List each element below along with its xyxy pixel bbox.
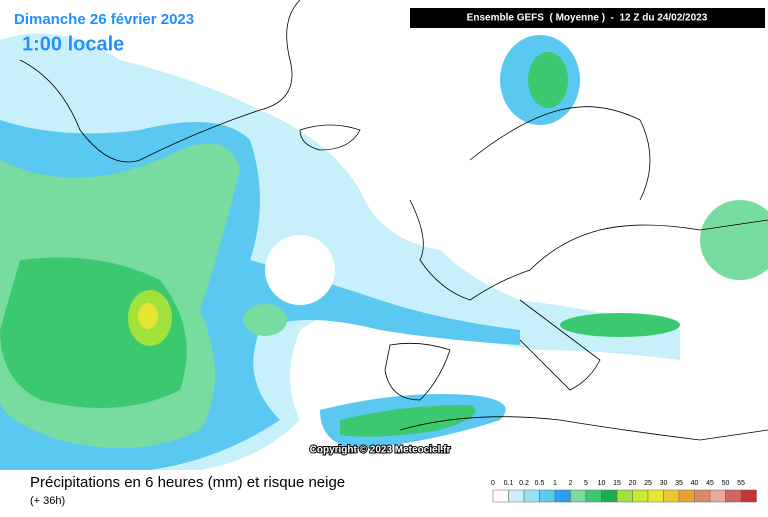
- legend-label: 0: [491, 480, 495, 487]
- legend-label: 15: [613, 480, 621, 487]
- legend-swatch: [554, 489, 571, 503]
- legend-label: 35: [675, 480, 683, 487]
- legend-label: 50: [722, 480, 730, 487]
- legend-swatch: [539, 489, 556, 503]
- legend-swatch: [508, 489, 525, 503]
- legend-label: 25: [644, 480, 652, 487]
- legend-swatch: [663, 489, 680, 503]
- legend-swatch: [523, 489, 540, 503]
- model-banner: [410, 8, 765, 28]
- caption: Précipitations en 6 heures (mm) et risqu…: [30, 474, 345, 491]
- legend-label: 0.1: [504, 480, 514, 487]
- legend-label: 10: [598, 480, 606, 487]
- legend-swatch: [647, 489, 664, 503]
- legend-swatch: [678, 489, 695, 503]
- legend-label: 5: [584, 480, 588, 487]
- legend-label: 20: [629, 480, 637, 487]
- legend: 0 0.1 0.2 0.5 1 2 5 10 15 20 25 30 35 40 45 50 55: [491, 480, 757, 503]
- legend-label: 1: [553, 480, 557, 487]
- legend-label: 40: [691, 480, 699, 487]
- legend-label: 55: [737, 480, 745, 487]
- legend-label: 45: [706, 480, 714, 487]
- legend-swatch: [632, 489, 649, 503]
- legend-swatch: [740, 489, 757, 503]
- legend-label: 2: [569, 480, 573, 487]
- legend-swatch: [694, 489, 711, 503]
- legend-swatch: [616, 489, 633, 503]
- legend-swatch: [492, 489, 509, 503]
- legend-swatch: [601, 489, 618, 503]
- local-time: 1:00 locale: [22, 33, 124, 55]
- legend-label: 0.5: [535, 480, 545, 487]
- legend-swatch: [709, 489, 726, 503]
- map: [0, 0, 768, 470]
- legend-swatch: [725, 489, 742, 503]
- copyright: Copyright © 2023 Meteociel.fr: [310, 445, 451, 456]
- legend-swatch: [585, 489, 602, 503]
- date-title: Dimanche 26 février 2023: [14, 11, 194, 28]
- model-info: Ensemble GEFS ( Moyenne ) - 12 Z du 24/0…: [467, 13, 708, 24]
- legend-swatch: [570, 489, 587, 503]
- legend-label: 0.2: [519, 480, 529, 487]
- legend-label: 30: [660, 480, 668, 487]
- lead-time: (+ 36h): [30, 495, 65, 507]
